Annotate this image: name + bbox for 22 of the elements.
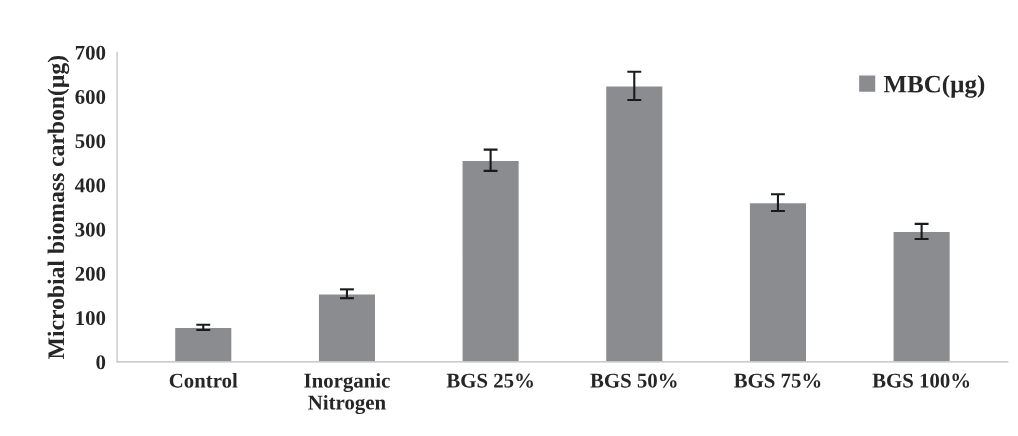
bar [892, 230, 952, 362]
y-tick-label: 300 [75, 222, 106, 237]
y-tick-label: 400 [75, 178, 106, 193]
y-tick-label: 100 [76, 311, 106, 326]
y-tick-label: 200 [75, 266, 106, 281]
x-tick-label: BGS 50% [590, 373, 677, 388]
bar [173, 326, 233, 362]
x-tick-label: BGS 75% [734, 373, 821, 388]
x-tick-label: Control [169, 372, 238, 388]
bar [317, 293, 377, 362]
legend-label: MBC(µg) [883, 74, 985, 98]
bar [748, 201, 808, 362]
bar [461, 159, 521, 362]
bar [604, 85, 664, 362]
x-tick-label: BGS 25% [446, 373, 533, 388]
y-tick-label: 0 [96, 355, 106, 370]
y-axis-title: Microbial biomass carbon(µg) [47, 55, 70, 359]
x-tick-label: BGS 100% [872, 373, 970, 388]
y-tick-label: 700 [75, 45, 106, 60]
x-tick-label: Inorganic Nitrogen [304, 372, 390, 414]
y-tick-label: 600 [75, 89, 106, 104]
y-tick-label: 500 [75, 134, 106, 149]
